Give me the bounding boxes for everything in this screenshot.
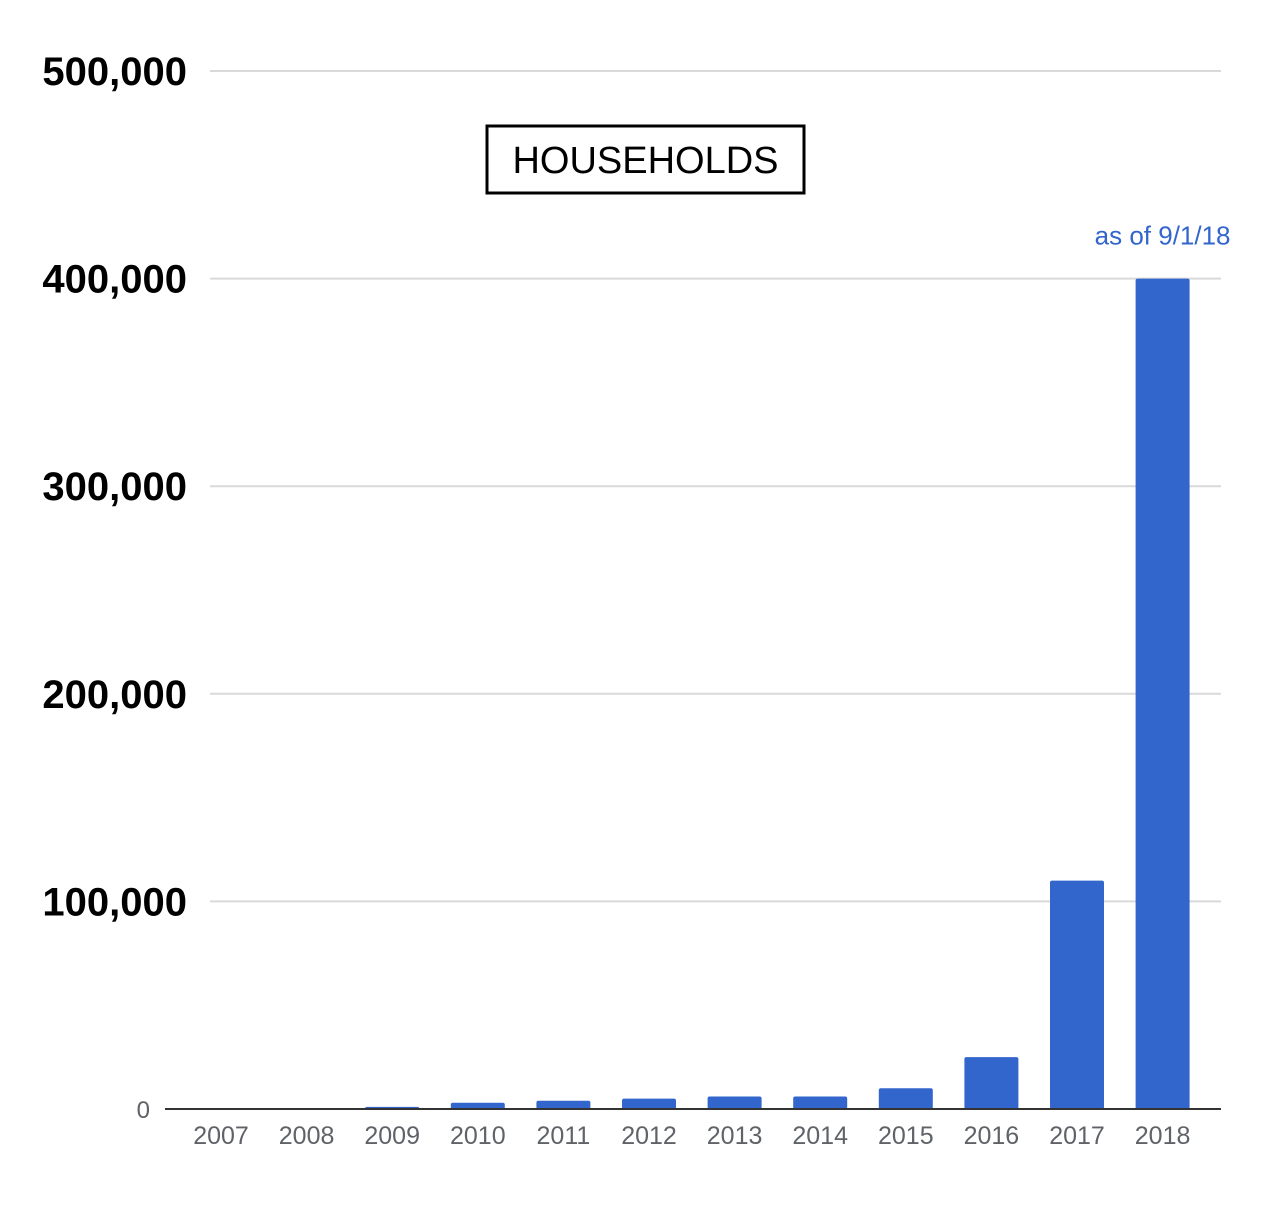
- x-tick-label: 2015: [878, 1122, 934, 1150]
- bar-2012: [622, 1098, 676, 1109]
- bar-2018: [1135, 278, 1190, 1110]
- bar-2010: [450, 1102, 505, 1109]
- x-tick-label: 2016: [964, 1122, 1020, 1150]
- bar-annotation: as of 9/1/18: [1095, 221, 1231, 251]
- x-axis-tick-labels: 2007 2008 2009 2010 2011 2012 2013 2014 2015 2016…: [193, 1122, 1190, 1150]
- bar-2013: [707, 1096, 762, 1109]
- chart-title-box: HOUSEHOLDS: [485, 124, 806, 195]
- x-tick-label: 2011: [537, 1122, 591, 1150]
- x-tick-label: 2012: [621, 1122, 677, 1150]
- bars: [365, 278, 1190, 1110]
- x-tick-label: 2008: [279, 1122, 335, 1150]
- title-frame: [485, 124, 806, 195]
- y-axis-tick-labels: 0 100,000 200,000 300,000 400,000 500,000: [42, 50, 187, 1124]
- y-tick-label: 100,000: [42, 880, 187, 924]
- x-tick-label: 2013: [707, 1122, 763, 1150]
- gridlines: [210, 70, 1221, 903]
- x-tick-label: 2014: [792, 1122, 848, 1150]
- y-tick-label: 300,000: [42, 465, 187, 509]
- bar-2017: [1050, 880, 1104, 1109]
- bar-2016: [964, 1057, 1019, 1109]
- y-tick-label: 400,000: [42, 258, 187, 302]
- x-tick-label: 2017: [1049, 1122, 1105, 1150]
- x-tick-label: 2007: [193, 1122, 249, 1150]
- bar-2014: [793, 1096, 848, 1109]
- bar-2015: [878, 1088, 933, 1109]
- x-tick-label: 2010: [450, 1122, 506, 1150]
- y-tick-label: 200,000: [42, 673, 187, 717]
- x-tick-label: 2009: [364, 1122, 420, 1150]
- y-tick-label: 500,000: [42, 50, 187, 94]
- bar-2011: [536, 1100, 591, 1109]
- chart-title: HOUSEHOLDS: [512, 140, 778, 182]
- annotations: as of 9/1/18: [1095, 221, 1231, 251]
- x-tick-label: 2018: [1135, 1122, 1191, 1150]
- y-tick-label: 0: [137, 1097, 150, 1124]
